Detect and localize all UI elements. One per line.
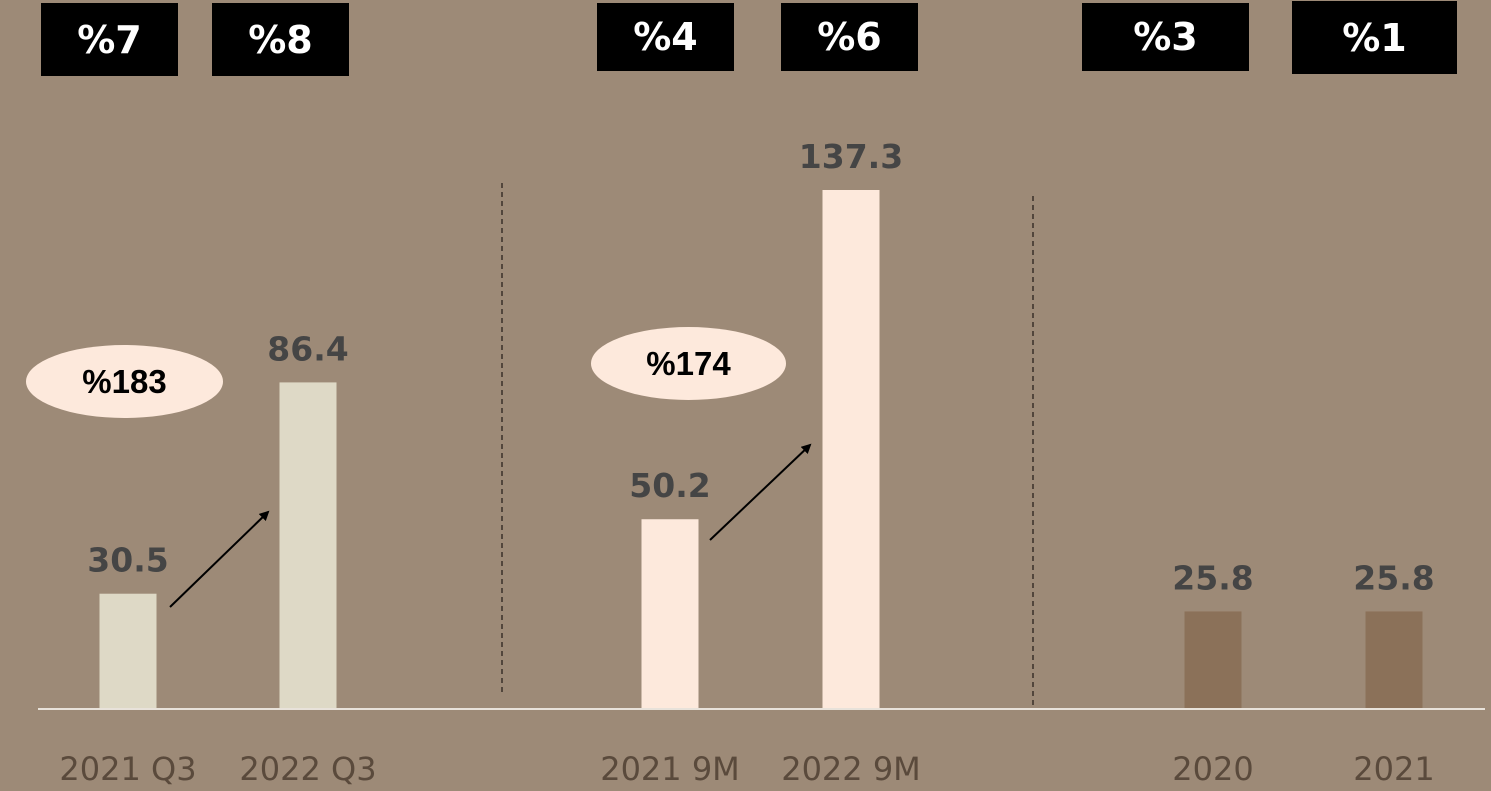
bar-2021 (1365, 611, 1423, 709)
badge-2022-q3: %8 (212, 3, 349, 76)
badge-2021-q3: %7 (41, 3, 178, 76)
bar-2021-9m (641, 519, 699, 709)
category-labels-layer: 2021 Q3 2022 Q3 2021 9M 2022 9M 2020 2021 (59, 750, 1434, 788)
badge-2021: %1 (1292, 1, 1457, 74)
category-label-2020: 2020 (1172, 750, 1253, 788)
bar-2020 (1184, 611, 1242, 709)
badge-2021-9m: %4 (597, 3, 734, 71)
value-label-2022-q3: 86.4 (267, 329, 348, 368)
category-label-2022-9m: 2022 9M (781, 750, 921, 788)
category-label-2021-q3: 2021 Q3 (59, 750, 196, 788)
growth-ellipse-9m: %174 (591, 327, 786, 400)
value-label-2021-9m: 50.2 (629, 466, 710, 505)
category-label-2021: 2021 (1353, 750, 1434, 788)
bar-2022-9m (822, 190, 880, 709)
category-label-2022-q3: 2022 Q3 (239, 750, 376, 788)
growth-arrow-9m (709, 443, 812, 541)
bars-layer (99, 190, 1423, 709)
bar-2022-q3 (279, 382, 337, 709)
value-labels-layer: 30.5 86.4 50.2 137.3 25.8 25.8 (87, 137, 1434, 597)
growth-arrow-q3 (169, 510, 270, 608)
growth-ellipse-q3: %183 (26, 345, 223, 418)
value-label-2020: 25.8 (1172, 558, 1253, 597)
value-label-2022-9m: 137.3 (799, 137, 903, 176)
value-label-2021: 25.8 (1353, 558, 1434, 597)
value-label-2021-q3: 30.5 (87, 541, 168, 580)
category-label-2021-9m: 2021 9M (600, 750, 740, 788)
bar-2021-q3 (99, 593, 157, 709)
badge-2020: %3 (1082, 3, 1249, 71)
badge-2022-9m: %6 (781, 3, 918, 71)
